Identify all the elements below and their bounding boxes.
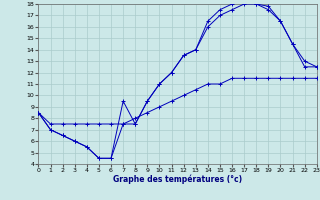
X-axis label: Graphe des températures (°c): Graphe des températures (°c) <box>113 175 242 184</box>
